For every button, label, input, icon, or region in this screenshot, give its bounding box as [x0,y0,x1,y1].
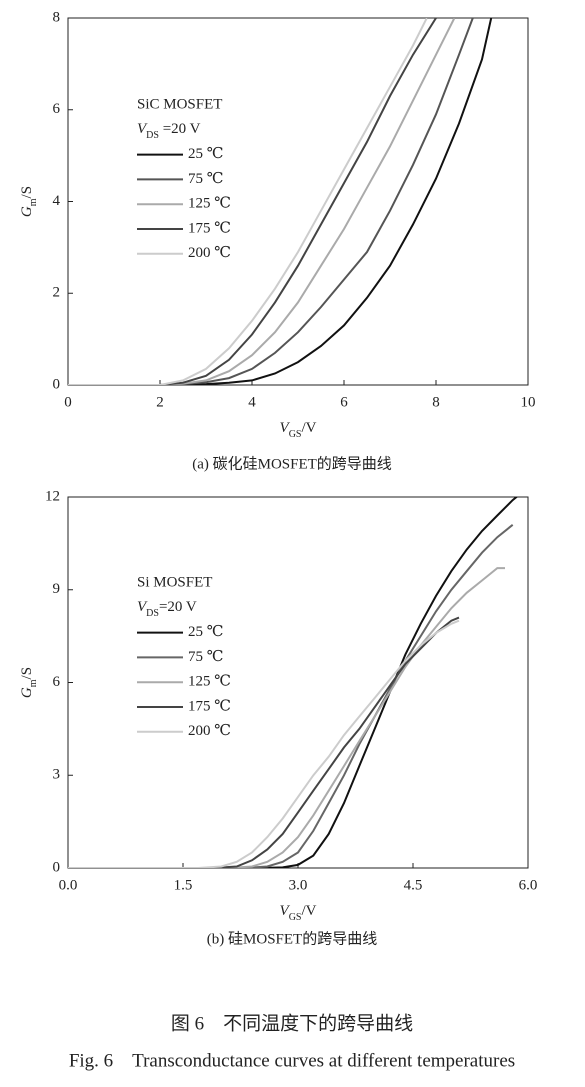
y-tick-label: 0 [53,376,61,392]
y-tick-label: 2 [53,285,61,301]
y-tick-label: 9 [53,581,61,597]
series-line [68,497,519,868]
legend-subtitle: VDS =20 V [137,121,201,140]
x-tick-label: 0.0 [59,877,78,893]
legend-label: 25 ℃ [188,146,224,162]
x-tick-label: 4 [248,394,256,410]
series-line [68,567,505,868]
x-tick-label: 2 [156,394,164,410]
legend-subtitle: VDS=20 V [137,599,197,618]
x-tick-label: 6.0 [519,877,538,893]
label-part: =20 V [159,599,197,615]
series-line [68,18,474,385]
label-part: DS [146,130,159,141]
label-part: m [28,198,39,206]
y-axis-label: Gm/S [19,667,38,698]
y-tick-label: 0 [53,859,61,875]
y-tick-label: 6 [53,674,61,690]
label-part: G [19,687,35,698]
chart-caption: (b) 硅MOSFET的跨导曲线 [207,930,377,947]
legend-label: 175 ℃ [188,698,231,714]
x-axis-label: VGS/V [280,420,317,439]
series-line [68,18,428,385]
y-tick-label: 8 [53,9,61,25]
chart-caption: (a) 碳化硅MOSFET的跨导曲线 [192,455,392,472]
label-part: =20 V [159,121,201,137]
legend-label: 75 ℃ [188,649,224,665]
x-tick-label: 8 [432,394,440,410]
series-line [68,619,460,868]
legend-label: 175 ℃ [188,220,231,236]
label-part: DS [146,608,159,619]
series-line [68,524,514,868]
label-part: V [280,420,291,436]
legend-label: 200 ℃ [188,723,231,739]
y-tick-label: 12 [45,488,60,504]
label-part: m [28,679,39,687]
x-tick-label: 1.5 [174,877,193,893]
y-tick-label: 3 [53,767,61,783]
y-tick-label: 4 [53,193,61,209]
label-part: GS [289,912,302,923]
legend-label: 75 ℃ [188,171,224,187]
series-line [68,616,460,868]
legend-label: 125 ℃ [188,674,231,690]
series-line [68,18,456,385]
figure-caption-cn: 图 6 不同温度下的跨导曲线 [171,1012,413,1034]
series-line [68,18,437,385]
y-axis-label: Gm/S [19,186,38,217]
x-tick-label: 10 [521,394,536,410]
label-part: G [19,206,35,217]
label-part: GS [289,429,302,440]
legend-title: Si MOSFET [137,574,212,590]
label-part: /V [301,903,316,919]
label-part: /V [301,420,316,436]
y-tick-label: 6 [53,101,61,117]
x-tick-label: 6 [340,394,348,410]
x-axis-label: VGS/V [280,903,317,922]
legend-label: 125 ℃ [188,196,231,212]
label-part: /S [19,667,35,680]
legend-title: SiC MOSFET [137,96,222,112]
label-part: V [280,903,291,919]
plot-frame [67,17,529,386]
label-part: V [137,121,148,137]
legend-label: 200 ℃ [188,245,231,261]
x-tick-label: 3.0 [289,877,308,893]
x-tick-label: 4.5 [404,877,423,893]
label-part: V [137,599,148,615]
x-tick-label: 0 [64,394,72,410]
label-part: /S [19,186,35,199]
series-line [68,18,493,385]
figure-caption-en: Fig. 6 Transconductance curves at differ… [69,1050,515,1071]
legend-label: 25 ℃ [188,624,224,640]
